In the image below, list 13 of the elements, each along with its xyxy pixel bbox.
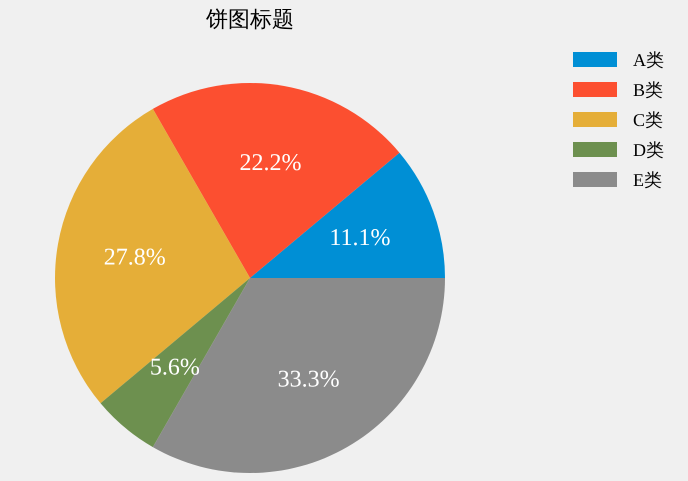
legend-label: D类 <box>633 140 664 160</box>
data-label: 5.6% <box>150 354 200 381</box>
data-label: 33.3% <box>278 366 340 392</box>
pie-slice <box>152 278 445 473</box>
legend-label: B类 <box>633 80 664 100</box>
data-label: 22.2% <box>239 150 302 176</box>
legend-label: A类 <box>633 50 664 70</box>
pie-slice <box>100 278 250 448</box>
chart-title: 饼图标题 <box>205 8 294 32</box>
data-label: 27.8% <box>104 244 166 271</box>
legend-label: C类 <box>633 110 664 130</box>
legend-label: E类 <box>633 170 662 190</box>
data-label: 11.1% <box>329 225 391 252</box>
